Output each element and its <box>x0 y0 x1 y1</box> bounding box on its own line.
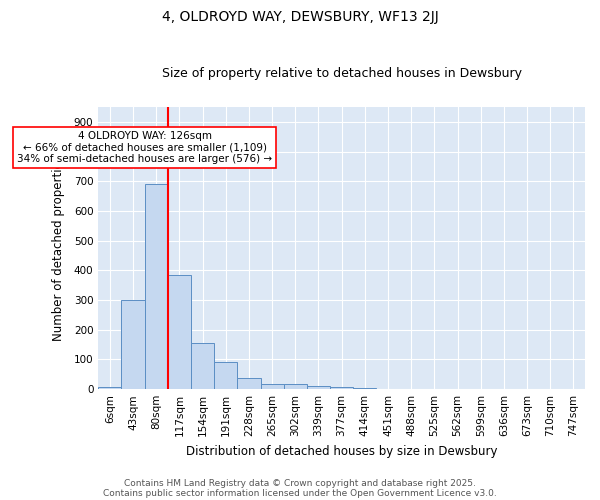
Bar <box>260 384 284 389</box>
Y-axis label: Number of detached properties: Number of detached properties <box>52 155 65 341</box>
Text: 4 OLDROYD WAY: 126sqm
← 66% of detached houses are smaller (1,109)
34% of semi-d: 4 OLDROYD WAY: 126sqm ← 66% of detached … <box>17 131 272 164</box>
Bar <box>121 300 145 389</box>
Bar <box>238 378 260 389</box>
Bar <box>307 386 330 389</box>
Text: 4, OLDROYD WAY, DEWSBURY, WF13 2JJ: 4, OLDROYD WAY, DEWSBURY, WF13 2JJ <box>161 10 439 24</box>
Bar <box>214 362 238 389</box>
X-axis label: Distribution of detached houses by size in Dewsbury: Distribution of detached houses by size … <box>186 444 497 458</box>
Bar <box>168 275 191 389</box>
Bar <box>98 387 121 389</box>
Bar <box>191 342 214 389</box>
Bar <box>284 384 307 389</box>
Text: Contains HM Land Registry data © Crown copyright and database right 2025.: Contains HM Land Registry data © Crown c… <box>124 478 476 488</box>
Title: Size of property relative to detached houses in Dewsbury: Size of property relative to detached ho… <box>161 66 521 80</box>
Bar <box>145 184 168 389</box>
Text: Contains public sector information licensed under the Open Government Licence v3: Contains public sector information licen… <box>103 488 497 498</box>
Bar <box>330 387 353 389</box>
Bar <box>353 388 376 389</box>
